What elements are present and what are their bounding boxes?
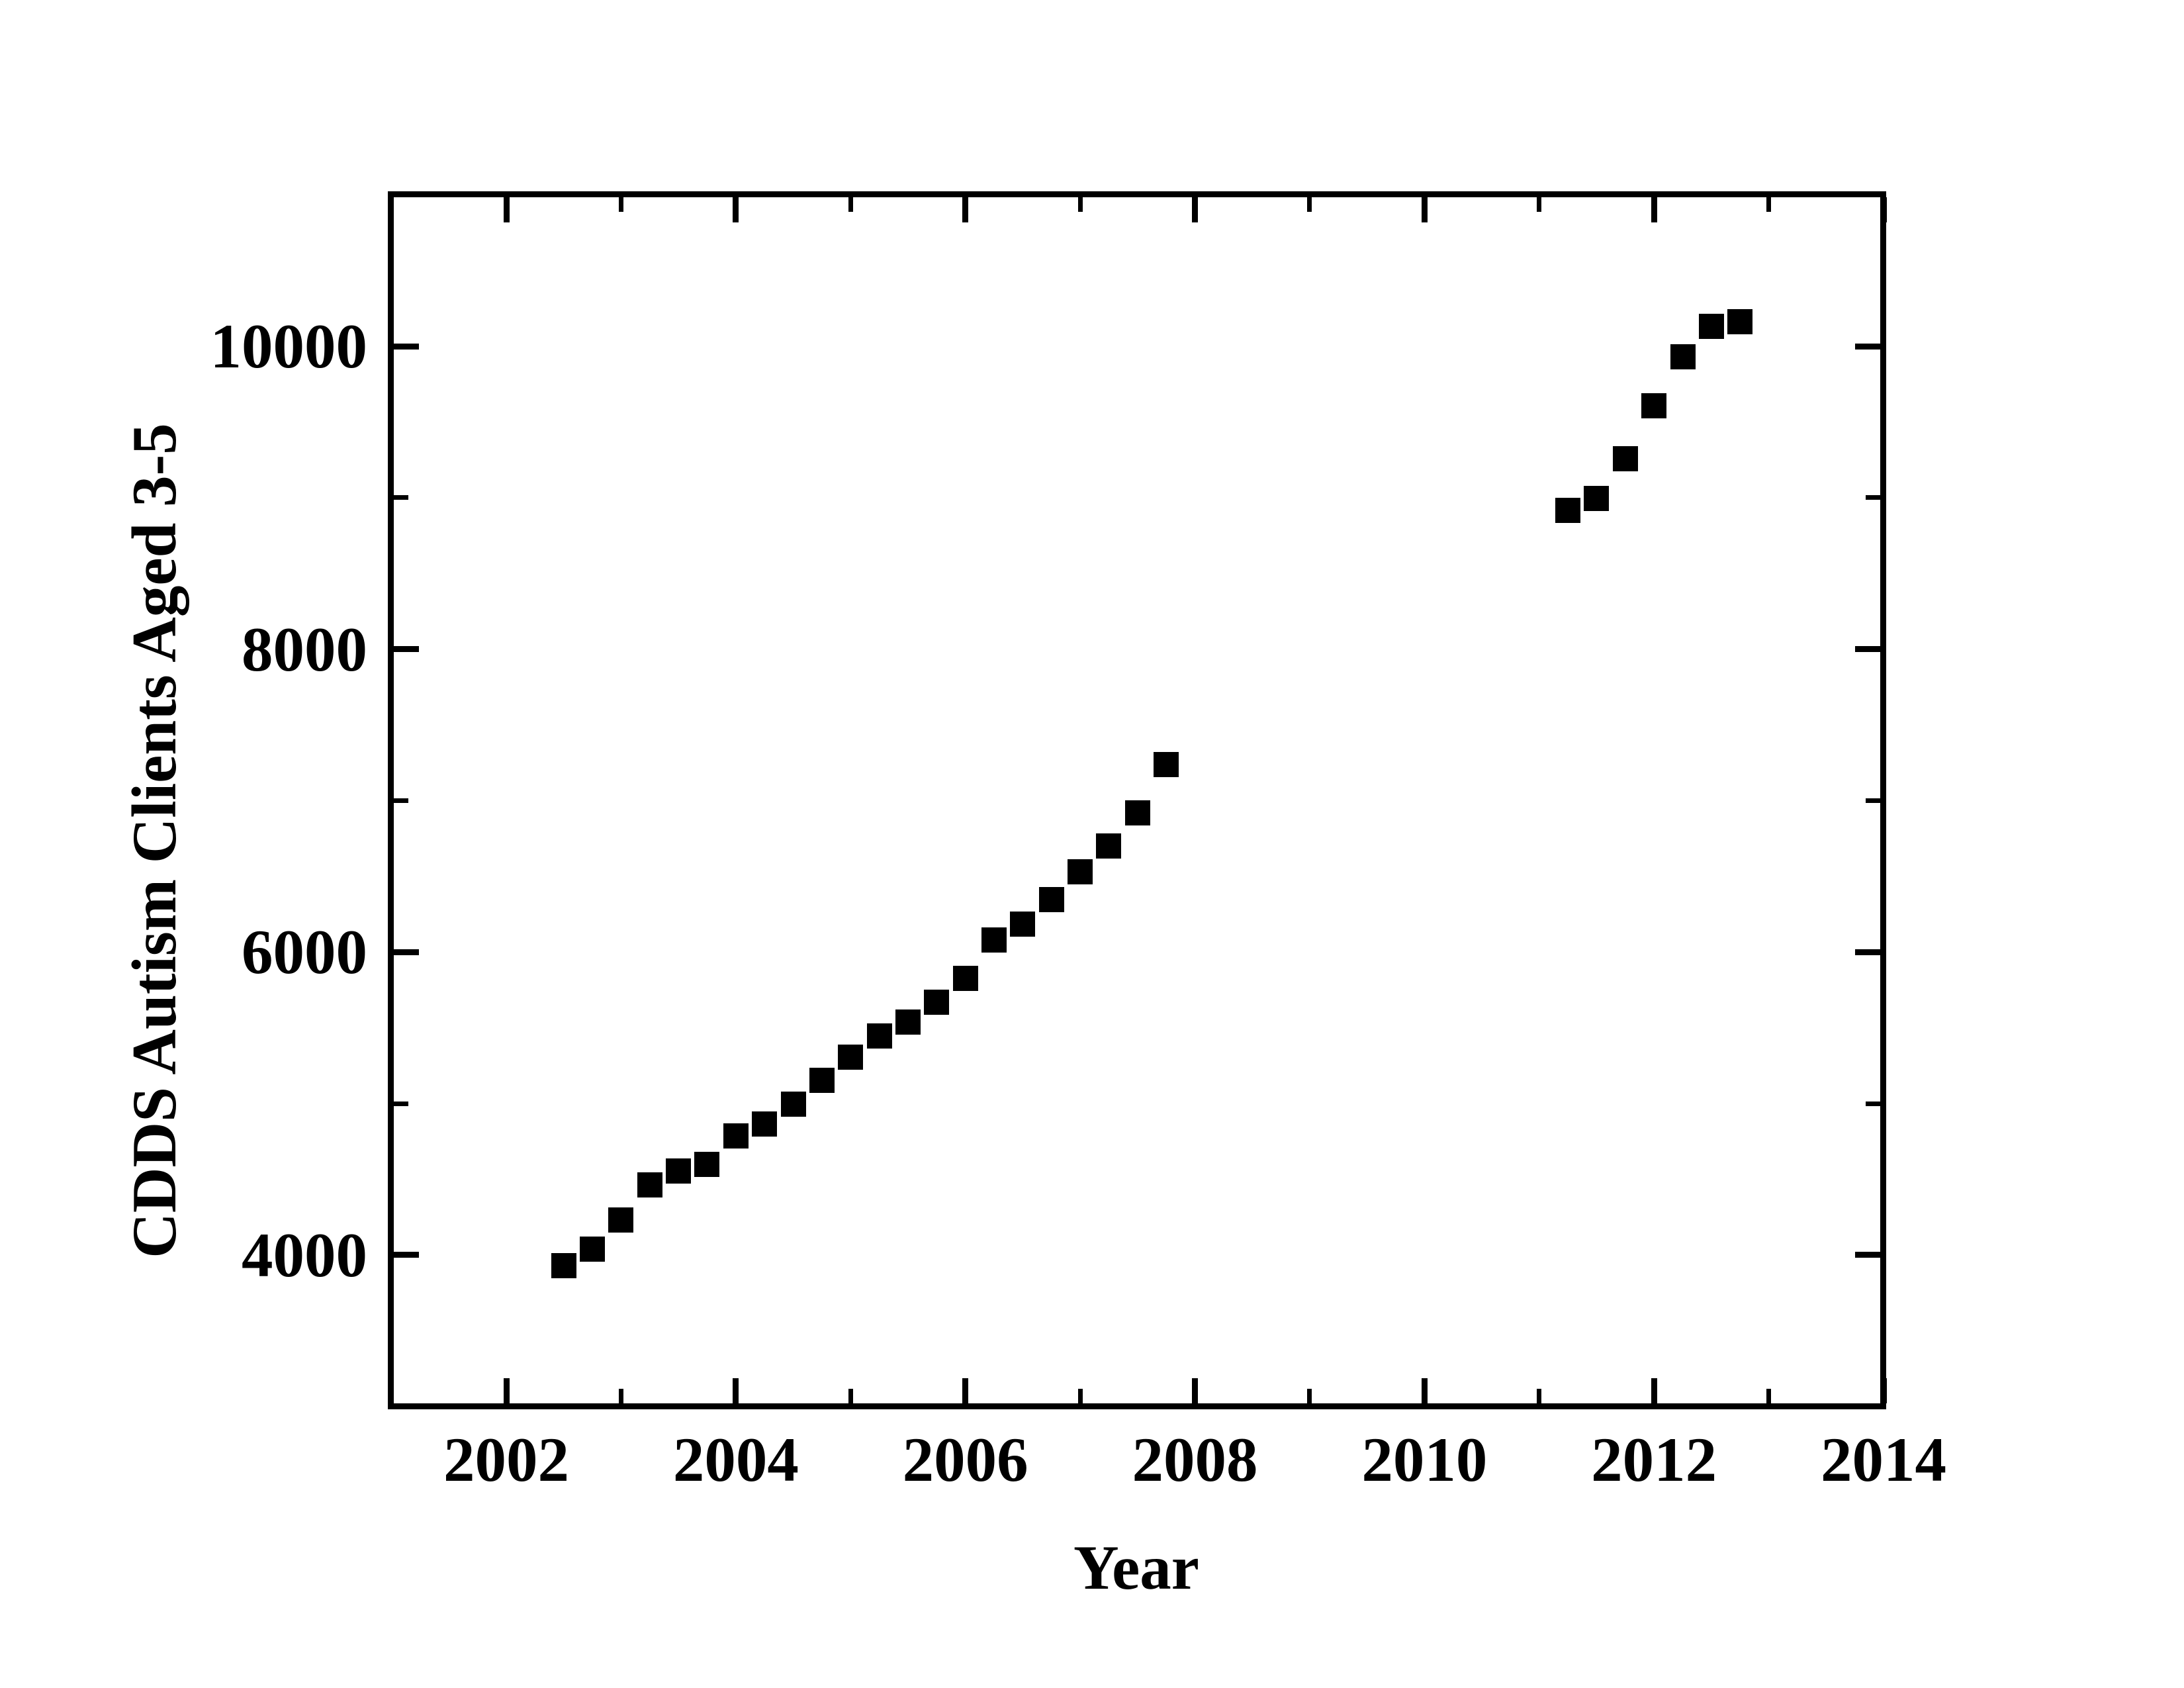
x-major-tick <box>1651 1378 1657 1403</box>
data-point-marker <box>1010 911 1036 937</box>
x-major-tick-top <box>962 197 969 222</box>
x-tick-label: 2004 <box>672 1425 799 1495</box>
data-point-marker <box>1068 859 1093 885</box>
data-point-marker <box>809 1067 835 1093</box>
y-minor-tick-right <box>1866 1101 1880 1106</box>
data-point-marker <box>1096 833 1122 859</box>
x-axis-title: Year <box>1073 1532 1199 1603</box>
x-major-tick <box>733 1378 739 1403</box>
data-point-marker <box>608 1207 634 1233</box>
x-tick-label: 2014 <box>1821 1425 1946 1495</box>
data-point-marker <box>551 1253 576 1279</box>
data-point-marker <box>1124 800 1150 825</box>
x-major-tick-top <box>1421 197 1428 222</box>
x-minor-tick <box>1307 1389 1312 1403</box>
y-tick-label: 6000 <box>242 917 367 988</box>
x-major-tick <box>503 1378 510 1403</box>
y-minor-tick <box>394 798 408 803</box>
data-point-marker <box>838 1045 864 1070</box>
data-point-marker <box>1038 887 1064 913</box>
data-point-marker <box>580 1236 606 1262</box>
x-tick-label: 2008 <box>1132 1425 1258 1495</box>
y-minor-tick <box>394 1101 408 1106</box>
y-major-tick <box>394 949 419 955</box>
x-major-tick <box>1880 1378 1887 1403</box>
y-minor-tick-right <box>1866 495 1880 500</box>
x-minor-tick <box>1077 1389 1083 1403</box>
data-point-marker <box>1154 751 1179 777</box>
x-major-tick-top <box>1192 197 1198 222</box>
x-minor-tick-top <box>1077 197 1083 212</box>
data-point-marker <box>895 1009 921 1035</box>
y-major-tick <box>394 343 419 350</box>
y-tick-label: 4000 <box>242 1219 367 1290</box>
x-tick-label: 2006 <box>902 1425 1028 1495</box>
data-point-marker <box>952 966 978 992</box>
data-point-marker <box>1584 485 1610 511</box>
x-minor-tick-top <box>1766 197 1772 212</box>
x-major-tick <box>1192 1378 1198 1403</box>
data-point-marker <box>1670 344 1696 370</box>
data-point-marker <box>924 989 950 1015</box>
y-major-tick-right <box>1855 949 1880 955</box>
y-minor-tick-right <box>1866 798 1880 803</box>
x-major-tick-top <box>503 197 510 222</box>
data-point-marker <box>694 1151 720 1177</box>
x-minor-tick-top <box>848 197 853 212</box>
data-point-marker <box>666 1158 692 1184</box>
x-minor-tick-top <box>618 197 623 212</box>
data-point-marker <box>1727 309 1753 335</box>
y-major-tick <box>394 1252 419 1258</box>
y-minor-tick <box>394 495 408 500</box>
data-point-marker <box>981 927 1007 953</box>
y-major-tick-right <box>1855 646 1880 653</box>
y-major-tick-right <box>1855 343 1880 350</box>
x-tick-label: 2002 <box>443 1425 569 1495</box>
data-point-marker <box>723 1123 749 1149</box>
x-tick-label: 2010 <box>1361 1425 1488 1495</box>
x-major-tick <box>962 1378 969 1403</box>
data-point-marker <box>780 1092 806 1117</box>
data-point-marker <box>1612 446 1638 472</box>
data-point-marker <box>866 1023 892 1049</box>
x-major-tick-top <box>1651 197 1657 222</box>
data-point-marker <box>1698 314 1724 340</box>
x-minor-tick <box>1766 1389 1772 1403</box>
x-tick-label: 2012 <box>1591 1425 1717 1495</box>
y-axis-title: CDDS Autism Clients Aged 3-5 <box>119 423 189 1258</box>
x-major-tick-top <box>1880 197 1887 222</box>
y-tick-label: 8000 <box>242 614 367 684</box>
x-minor-tick-top <box>1307 197 1312 212</box>
data-point-marker <box>1555 498 1581 524</box>
x-minor-tick <box>848 1389 853 1403</box>
y-tick-label: 10000 <box>210 311 368 381</box>
x-minor-tick-top <box>1537 197 1542 212</box>
x-minor-tick <box>618 1389 623 1403</box>
data-point-marker <box>752 1111 778 1137</box>
x-minor-tick <box>1537 1389 1542 1403</box>
data-point-marker <box>637 1172 662 1197</box>
y-major-tick <box>394 646 419 653</box>
x-major-tick <box>1421 1378 1428 1403</box>
data-point-marker <box>1641 393 1667 419</box>
x-major-tick-top <box>733 197 739 222</box>
y-major-tick-right <box>1855 1252 1880 1258</box>
